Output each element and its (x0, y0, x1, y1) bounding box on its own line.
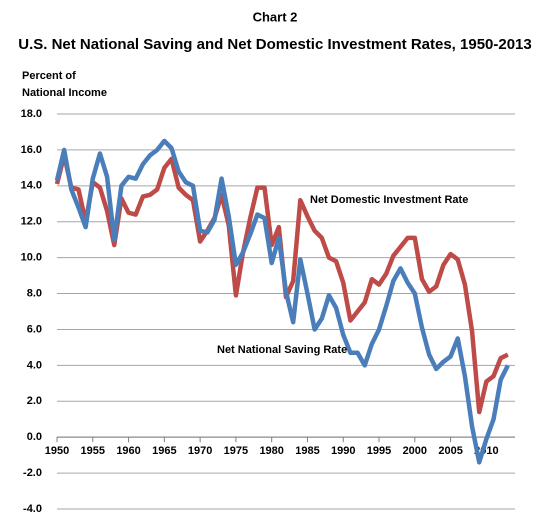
y-tick-label: 18.0 (21, 108, 42, 120)
x-tick-label: 1965 (152, 445, 176, 457)
x-tick-label: 2000 (403, 445, 427, 457)
series-label: Net National Saving Rate (217, 344, 347, 356)
y-tick-label: -4.0 (23, 503, 42, 515)
series-label: Net Domestic Investment Rate (310, 194, 468, 206)
y-tick-label: 14.0 (21, 180, 42, 192)
x-tick-label: 1955 (81, 445, 105, 457)
y-tick-label: 6.0 (27, 323, 42, 335)
x-tick-label: 1980 (259, 445, 283, 457)
y-tick-label: 10.0 (21, 252, 42, 264)
y-tick-label: 2.0 (27, 395, 42, 407)
y-tick-label: 16.0 (21, 144, 42, 156)
x-tick-label: 1950 (45, 445, 69, 457)
chart-title: U.S. Net National Saving and Net Domesti… (18, 36, 532, 53)
y-tick-label: 8.0 (27, 287, 42, 299)
x-tick-label: 1990 (331, 445, 355, 457)
y-tick-label: 0.0 (27, 431, 42, 443)
x-tick-label: 1970 (188, 445, 212, 457)
x-tick-label: 1975 (224, 445, 248, 457)
y-axis-label: Percent of (22, 70, 76, 82)
y-tick-label: -2.0 (23, 467, 42, 479)
x-tick-label: 1985 (295, 445, 319, 457)
y-tick-label: 12.0 (21, 216, 42, 228)
x-tick-label: 1995 (367, 445, 391, 457)
chart-subtitle: Chart 2 (253, 9, 298, 24)
y-axis-label: National Income (22, 87, 107, 99)
y-tick-label: 4.0 (27, 359, 42, 371)
series-line (54, 138, 510, 465)
x-tick-label: 1960 (116, 445, 140, 457)
x-tick-label: 2005 (438, 445, 462, 457)
